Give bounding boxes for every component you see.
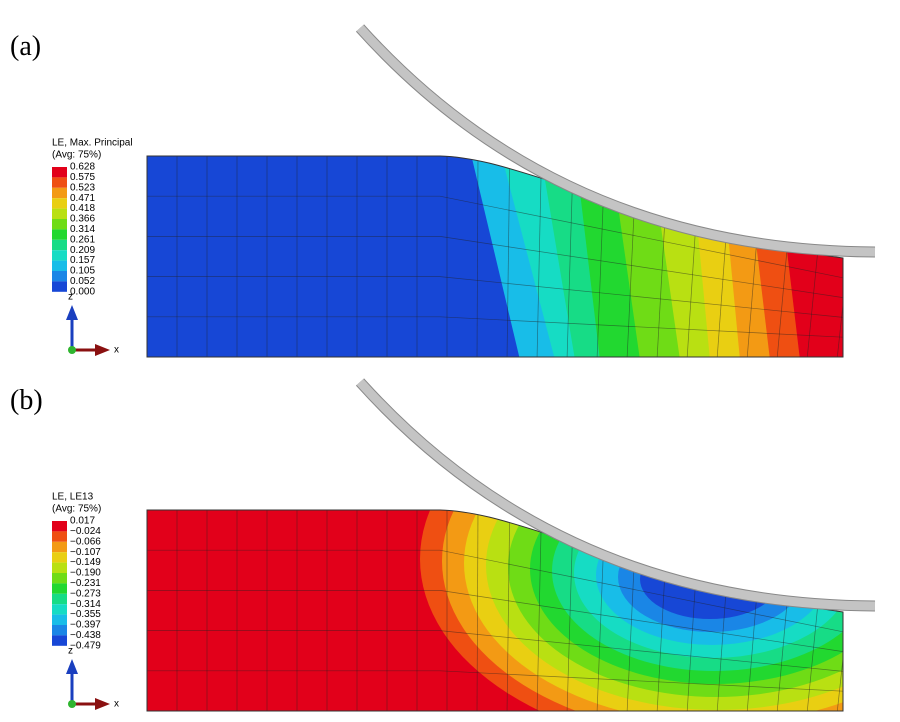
- legend-swatch: [52, 593, 67, 605]
- roller: [356, 378, 876, 611]
- arrow-x: [95, 698, 110, 710]
- legend-swatch: [52, 239, 67, 251]
- legend-swatch: [52, 260, 67, 271]
- legend-value: −0.397: [70, 620, 101, 631]
- legend-swatch: [52, 573, 67, 584]
- axis-x-label: x: [114, 345, 119, 356]
- mesh: [536, 510, 542, 711]
- legend-value: 0.000: [70, 286, 95, 297]
- mesh: [536, 156, 542, 357]
- legend-swatch: [52, 208, 67, 219]
- legend-swatch: [52, 250, 67, 261]
- legend-value: 0.052: [70, 276, 95, 287]
- legend-value: −0.438: [70, 630, 101, 641]
- legend-swatch: [52, 583, 67, 594]
- mesh: [147, 670, 843, 692]
- legend-value: 0.418: [70, 203, 95, 214]
- legend-value: 0.366: [70, 214, 95, 225]
- legend-swatch: [52, 281, 67, 292]
- legend-value: 0.628: [70, 162, 95, 173]
- legend-value: −0.273: [70, 588, 101, 599]
- axis-z-label: z: [68, 646, 73, 657]
- mesh: [476, 156, 479, 357]
- mesh: [836, 156, 843, 357]
- legend-subtitle: (Avg: 75%): [52, 504, 101, 515]
- legend-value: −0.149: [70, 557, 101, 568]
- legend-swatch: [52, 167, 67, 178]
- arrow-x: [95, 344, 110, 356]
- legend-swatch: [52, 198, 67, 209]
- arrow-z: [66, 305, 78, 320]
- panel: (a) LE, Max. Principal(Avg: 75%)0.6280.57…: [10, 24, 876, 358]
- legend-swatch: [52, 562, 67, 573]
- axis-x-label: x: [114, 699, 119, 710]
- legend-swatch: [52, 625, 67, 636]
- legend-swatch: [52, 531, 67, 542]
- legend-swatch: [52, 604, 67, 615]
- legend-value: 0.471: [70, 193, 95, 204]
- legend-value: −0.066: [70, 536, 101, 547]
- origin: [68, 700, 76, 708]
- contour: [147, 510, 843, 711]
- legend-value: 0.261: [70, 234, 95, 245]
- legend-swatch: [52, 541, 67, 553]
- panel-label: (a): [10, 31, 41, 62]
- legend-value: 0.157: [70, 255, 95, 266]
- mesh: [506, 510, 511, 711]
- legend-swatch: [52, 219, 67, 230]
- axis-z-label: z: [68, 292, 73, 303]
- panel: (b)LE, LE13(Avg: 75%)0.017−0.024−0.066−0…: [10, 378, 876, 712]
- mesh: [476, 510, 479, 711]
- legend-value: 0.017: [70, 516, 95, 527]
- mesh: [147, 590, 843, 652]
- origin: [68, 346, 76, 354]
- mesh: [147, 549, 843, 633]
- legend-swatch: [52, 635, 67, 646]
- arrow-z: [66, 659, 78, 674]
- legend-value: −0.107: [70, 547, 101, 558]
- legend-value: 0.105: [70, 266, 95, 277]
- legend-title: LE, Max. Principal: [52, 138, 133, 149]
- legend-value: −0.024: [70, 526, 101, 537]
- legend-swatch: [52, 187, 67, 199]
- legend-swatch: [52, 271, 67, 282]
- legend-swatch: [52, 614, 67, 625]
- mesh: [836, 510, 843, 711]
- legend-subtitle: (Avg: 75%): [52, 150, 101, 161]
- panel-label: (b): [10, 385, 43, 416]
- legend-value: −0.479: [70, 640, 101, 651]
- mesh: [147, 195, 843, 279]
- legend-title: LE, LE13: [52, 492, 94, 503]
- legend-value: 0.314: [70, 224, 95, 235]
- legend-value: −0.231: [70, 578, 101, 589]
- mesh: [147, 630, 843, 672]
- mesh: [147, 276, 843, 318]
- legend-value: −0.190: [70, 568, 101, 579]
- legend-value: 0.523: [70, 182, 95, 193]
- legend-value: 0.575: [70, 172, 95, 183]
- mesh: [147, 316, 843, 338]
- legend-swatch: [52, 552, 67, 563]
- legend-swatch: [52, 521, 67, 532]
- mesh: [147, 236, 843, 298]
- contour: [147, 156, 843, 357]
- legend-swatch: [52, 229, 67, 240]
- legend-swatch: [52, 177, 67, 188]
- legend-value: −0.355: [70, 609, 101, 620]
- roller: [356, 24, 876, 257]
- legend-value: 0.209: [70, 245, 95, 256]
- legend-value: −0.314: [70, 599, 101, 610]
- mesh: [506, 156, 511, 357]
